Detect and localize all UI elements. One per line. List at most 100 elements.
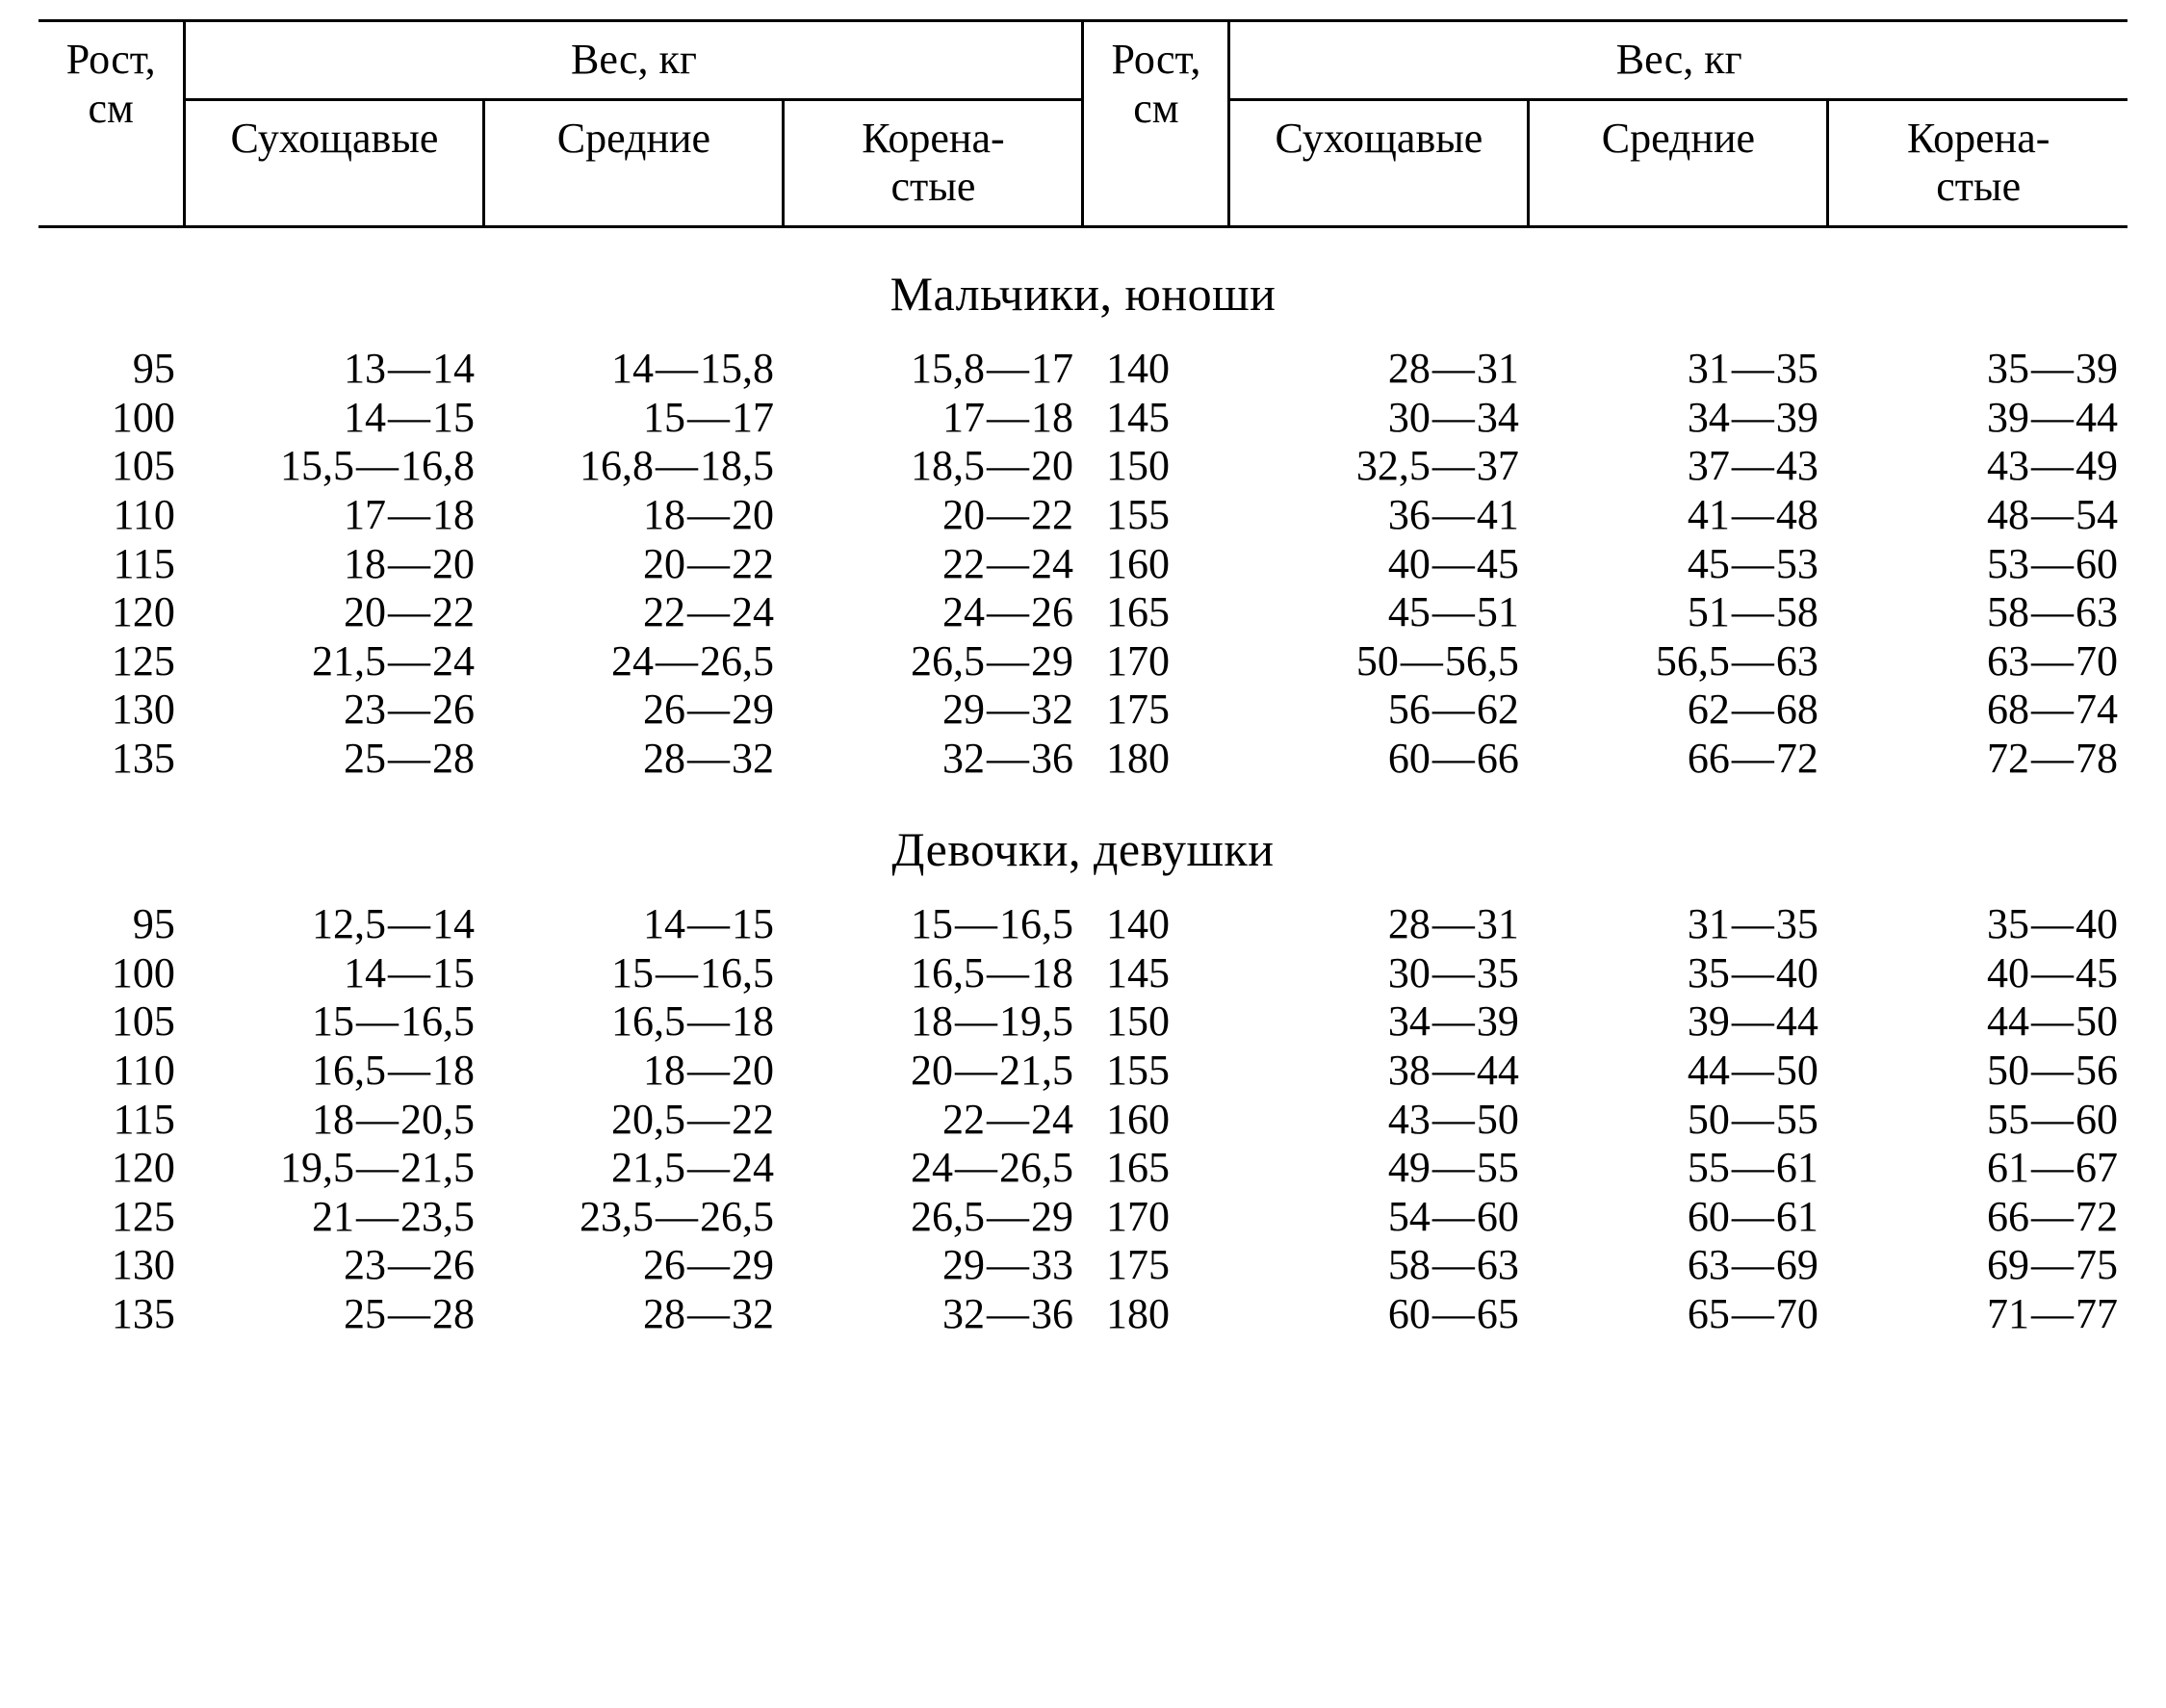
height-cell: 120	[39, 1144, 185, 1193]
data-table: 9512,5—1414—1515—16,514028—3131—3535—401…	[39, 900, 2127, 1338]
range-lo: 12,5	[312, 900, 386, 949]
table-row: 10515,5—16,816,8—18,518,5—2015032,5—3737…	[39, 442, 2127, 491]
range-lo: 18	[312, 1096, 354, 1145]
stocky-cell: 69—75	[1828, 1241, 2127, 1290]
range-hi: 66	[1477, 735, 1519, 784]
range-dash: —	[985, 491, 1031, 540]
range-hi: 39	[1776, 394, 1818, 443]
range-hi: 36	[1031, 735, 1073, 784]
height-cell: 140	[1083, 345, 1229, 394]
stocky-cell: 15—16,5	[784, 900, 1083, 949]
range-hi: 24	[732, 1144, 774, 1193]
weight-range: 50—55	[1688, 1096, 1818, 1145]
range-dash: —	[1431, 1096, 1477, 1145]
range-dash: —	[1730, 442, 1776, 491]
medium-cell: 35—40	[1529, 949, 1828, 998]
range-dash: —	[685, 735, 732, 784]
range-hi: 15	[732, 900, 774, 949]
weight-range: 14—15	[643, 900, 774, 949]
medium-cell: 60—61	[1529, 1193, 1828, 1242]
range-hi: 48	[1776, 491, 1818, 540]
range-dash: —	[985, 686, 1031, 735]
range-hi: 55	[1776, 1096, 1818, 1145]
range-lo: 66	[1688, 735, 1730, 784]
range-hi: 20	[732, 1047, 774, 1096]
range-hi: 24	[432, 637, 475, 686]
weight-range: 24—26,5	[611, 637, 774, 686]
range-dash: —	[2029, 442, 2076, 491]
weight-range: 15—16,5	[312, 997, 475, 1047]
medium-cell: 16,5—18	[484, 997, 784, 1047]
range-dash: —	[685, 1241, 732, 1290]
range-hi: 15	[432, 949, 475, 998]
range-hi: 20,5	[400, 1096, 475, 1145]
thin-cell: 43—50	[1229, 1096, 1529, 1145]
weight-range: 22—24	[942, 1096, 1073, 1145]
range-lo: 25	[344, 1290, 386, 1339]
range-lo: 69	[1987, 1241, 2029, 1290]
range-hi: 26,5	[999, 1144, 1073, 1193]
weight-range: 28—31	[1388, 900, 1519, 949]
height-cell: 175	[1083, 1241, 1229, 1290]
range-lo: 26,5	[911, 1193, 985, 1242]
weight-range: 65—70	[1688, 1290, 1818, 1339]
thin-cell: 18—20,5	[185, 1096, 484, 1145]
range-lo: 50	[1356, 637, 1399, 686]
range-lo: 50	[1688, 1096, 1730, 1145]
weight-range: 45—53	[1688, 540, 1818, 589]
stocky-cell: 22—24	[784, 1096, 1083, 1145]
range-lo: 24	[911, 1144, 953, 1193]
range-lo: 35	[1987, 900, 2029, 949]
thin-cell: 16,5—18	[185, 1047, 484, 1096]
stocky-cell: 58—63	[1828, 588, 2127, 637]
range-lo: 31	[1688, 900, 1730, 949]
range-lo: 26	[643, 686, 685, 735]
range-lo: 20	[344, 588, 386, 637]
range-dash: —	[1431, 1047, 1477, 1096]
range-lo: 38	[1388, 1047, 1431, 1096]
stocky-cell: 24—26	[784, 588, 1083, 637]
data-table: 9513—1414—15,815,8—1714028—3131—3535—391…	[39, 345, 2127, 783]
range-dash: —	[1431, 491, 1477, 540]
medium-cell: 23,5—26,5	[484, 1193, 784, 1242]
range-lo: 60	[1388, 735, 1431, 784]
range-hi: 17	[732, 394, 774, 443]
range-hi: 40	[2076, 900, 2118, 949]
range-lo: 22	[643, 588, 685, 637]
range-hi: 22	[732, 540, 774, 589]
body-type-thin-2: Сухощавые	[1275, 115, 1483, 162]
range-dash: —	[1431, 540, 1477, 589]
range-lo: 15	[312, 997, 354, 1047]
weight-range: 16,5—18	[611, 997, 774, 1047]
body-type-stocky-2: Корена-стые	[1907, 115, 2050, 211]
body-type-stocky: Корена-стые	[862, 115, 1004, 211]
range-lo: 61	[1987, 1144, 2029, 1193]
weight-range: 24—26	[942, 588, 1073, 637]
range-dash: —	[985, 1290, 1031, 1339]
weight-range: 22—24	[643, 588, 774, 637]
medium-cell: 31—35	[1529, 345, 1828, 394]
medium-cell: 66—72	[1529, 735, 1828, 784]
height-cell: 155	[1083, 1047, 1229, 1096]
thin-cell: 28—31	[1229, 345, 1529, 394]
weight-range: 56,5—63	[1656, 637, 1818, 686]
range-lo: 58	[1987, 588, 2029, 637]
stocky-cell: 29—32	[784, 686, 1083, 735]
range-dash: —	[953, 900, 999, 949]
medium-cell: 21,5—24	[484, 1144, 784, 1193]
range-lo: 68	[1987, 686, 2029, 735]
weight-range: 40—45	[1388, 540, 1519, 589]
range-dash: —	[1730, 949, 1776, 998]
range-lo: 34	[1688, 394, 1730, 443]
range-dash: —	[953, 997, 999, 1047]
range-dash: —	[386, 394, 432, 443]
range-hi: 39	[1477, 997, 1519, 1047]
range-dash: —	[2029, 900, 2076, 949]
weight-range: 43—50	[1388, 1096, 1519, 1145]
range-hi: 14	[432, 345, 475, 394]
weight-range: 28—31	[1388, 345, 1519, 394]
range-dash: —	[1431, 1193, 1477, 1242]
height-cell: 115	[39, 540, 185, 589]
range-lo: 17	[942, 394, 985, 443]
range-dash: —	[1730, 588, 1776, 637]
